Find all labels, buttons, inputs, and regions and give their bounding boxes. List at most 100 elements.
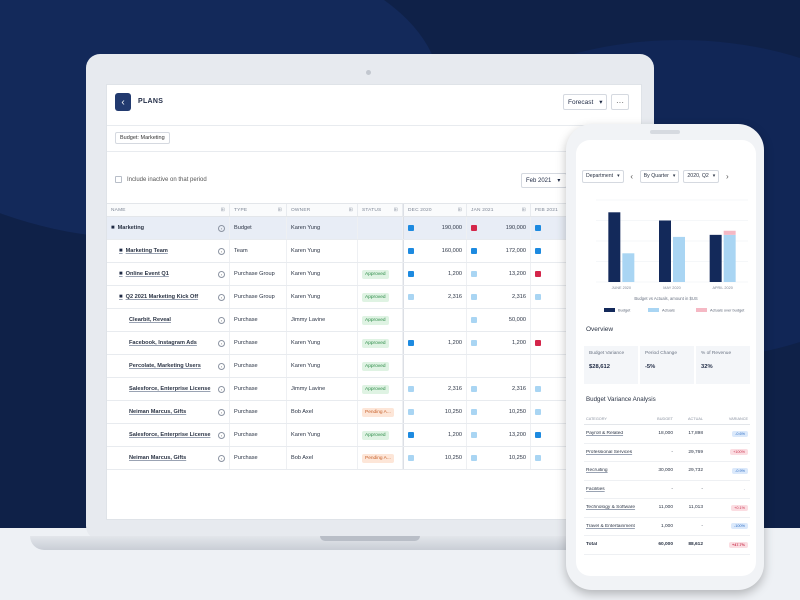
- table-row[interactable]: ■ Marketing › Budget Karen Yung 190,000 1…: [107, 217, 641, 240]
- jan-cell[interactable]: 13,200: [467, 424, 531, 446]
- dec-cell[interactable]: 1,200: [403, 332, 467, 354]
- name-link[interactable]: Neiman Marcus, Gifts: [111, 409, 186, 415]
- column-menu-icon[interactable]: ⊞: [348, 207, 353, 213]
- bva-row[interactable]: Total 60,000 88,612 +47.7%: [584, 536, 750, 555]
- table-row[interactable]: ■ Q2 2021 Marketing Kick Off › Purchase G…: [107, 286, 641, 309]
- column-header-owner[interactable]: OWNER ⊞: [287, 204, 358, 216]
- name-link[interactable]: Neiman Marcus, Gifts: [111, 455, 186, 461]
- bva-row[interactable]: Recruiting 30,000 29,732 -0.9%: [584, 462, 750, 481]
- table-row[interactable]: ■ Marketing Team › Team Karen Yung 160,00…: [107, 240, 641, 263]
- dec-cell[interactable]: [403, 355, 467, 377]
- feb-cell[interactable]: [531, 286, 641, 308]
- name-cell[interactable]: Neiman Marcus, Gifts ›: [107, 401, 230, 423]
- column-header-jan[interactable]: JAN 2021 ⊞: [467, 204, 531, 216]
- name-cell[interactable]: Neiman Marcus, Gifts ›: [107, 447, 230, 469]
- name-link[interactable]: Percolate, Marketing Users: [111, 363, 201, 369]
- actuals-bar[interactable]: [673, 236, 685, 282]
- column-header-status[interactable]: STATUS ⊞: [358, 204, 403, 216]
- dec-cell[interactable]: 2,316: [403, 378, 467, 400]
- actuals-bar[interactable]: [622, 253, 635, 282]
- column-header-name[interactable]: NAME ⊞: [107, 204, 230, 216]
- feb-cell[interactable]: [531, 378, 641, 400]
- name-link[interactable]: Salesforce, Enterprise License: [111, 432, 210, 438]
- table-row[interactable]: Salesforce, Enterprise License › Purchas…: [107, 378, 641, 401]
- jan-cell[interactable]: 172,000: [467, 240, 531, 262]
- column-menu-icon[interactable]: ⊞: [277, 207, 282, 213]
- jan-cell[interactable]: 190,000: [467, 217, 531, 239]
- row-info-icon[interactable]: ›: [218, 339, 225, 347]
- column-menu-icon[interactable]: ⊞: [521, 207, 526, 213]
- name-link[interactable]: Facebook, Instagram Ads: [111, 340, 197, 346]
- dec-cell[interactable]: [403, 309, 467, 331]
- column-menu-icon[interactable]: ⊞: [457, 207, 462, 213]
- dec-cell[interactable]: 10,250: [403, 401, 467, 423]
- feb-cell[interactable]: [531, 401, 641, 423]
- column-header-type[interactable]: TYPE ⊞: [230, 204, 287, 216]
- budget-bar[interactable]: [709, 234, 722, 282]
- feb-cell[interactable]: [531, 240, 641, 262]
- name-cell[interactable]: Facebook, Instagram Ads ›: [107, 332, 230, 354]
- budget-filter-chip[interactable]: Budget: Marketing: [115, 132, 170, 144]
- name-cell[interactable]: Salesforce, Enterprise License ›: [107, 378, 230, 400]
- bva-row[interactable]: Payroll & Related 18,000 17,898 -0.6%: [584, 425, 750, 444]
- jan-cell[interactable]: [467, 355, 531, 377]
- row-info-icon[interactable]: ›: [218, 316, 225, 324]
- jan-cell[interactable]: 10,250: [467, 401, 531, 423]
- column-menu-icon[interactable]: ⊞: [393, 207, 398, 213]
- period-type-select[interactable]: By Quarter ▾: [639, 169, 680, 183]
- bva-row[interactable]: Technology & Software 11,000 11,013 +0.1…: [584, 499, 750, 518]
- row-info-icon[interactable]: ›: [218, 270, 225, 278]
- include-inactive-checkbox[interactable]: [115, 176, 122, 183]
- include-inactive-toggle[interactable]: Include inactive on that period: [115, 176, 207, 183]
- column-menu-icon[interactable]: ⊞: [220, 207, 225, 213]
- table-row[interactable]: Neiman Marcus, Gifts › Purchase Bob Axel…: [107, 401, 641, 424]
- feb-cell[interactable]: [531, 447, 641, 469]
- row-info-icon[interactable]: ›: [218, 293, 225, 301]
- name-link[interactable]: Salesforce, Enterprise License: [111, 386, 210, 392]
- actuals-bar[interactable]: [723, 234, 736, 282]
- name-cell[interactable]: ■ Q2 2021 Marketing Kick Off ›: [107, 286, 230, 308]
- group-select[interactable]: Department ▾: [582, 169, 624, 183]
- back-button[interactable]: ‹: [115, 93, 131, 111]
- jan-cell[interactable]: 13,200: [467, 263, 531, 285]
- jan-cell[interactable]: 2,316: [467, 378, 531, 400]
- column-header-dec[interactable]: DEC 2020 ⊞: [403, 204, 467, 216]
- row-info-icon[interactable]: ›: [218, 431, 225, 439]
- row-info-icon[interactable]: ›: [218, 224, 225, 232]
- period-select[interactable]: Feb 2021 ▾: [521, 173, 567, 188]
- chevron-right-icon[interactable]: ›: [726, 171, 729, 181]
- quarter-select[interactable]: 2020, Q2 ▾: [683, 169, 720, 183]
- chevron-left-icon[interactable]: ‹: [630, 171, 634, 181]
- dec-cell[interactable]: 1,200: [403, 424, 467, 446]
- name-link[interactable]: ■ Marketing: [111, 225, 144, 231]
- table-row[interactable]: ■ Online Event Q1 › Purchase Group Karen …: [107, 263, 641, 286]
- actuals-over-budget-bar[interactable]: [723, 230, 736, 235]
- jan-cell[interactable]: 10,250: [467, 447, 531, 469]
- jan-cell[interactable]: 2,316: [467, 286, 531, 308]
- name-link[interactable]: Clearbit, Reveal: [111, 317, 171, 323]
- more-options-button[interactable]: ···: [611, 94, 629, 110]
- table-row[interactable]: Percolate, Marketing Users › Purchase Ka…: [107, 355, 641, 378]
- bva-row[interactable]: Facilities - - -: [584, 481, 750, 499]
- jan-cell[interactable]: 1,200: [467, 332, 531, 354]
- name-cell[interactable]: Clearbit, Reveal ›: [107, 309, 230, 331]
- name-link[interactable]: ■ Marketing Team: [111, 248, 168, 254]
- dec-cell[interactable]: 1,200: [403, 263, 467, 285]
- budget-bar[interactable]: [608, 212, 621, 282]
- row-info-icon[interactable]: ›: [218, 247, 225, 255]
- dec-cell[interactable]: 2,316: [403, 286, 467, 308]
- feb-cell[interactable]: [531, 263, 641, 285]
- name-link[interactable]: ■ Online Event Q1: [111, 271, 169, 277]
- budget-bar[interactable]: [659, 220, 671, 283]
- jan-cell[interactable]: 50,000: [467, 309, 531, 331]
- dec-cell[interactable]: 10,250: [403, 447, 467, 469]
- name-cell[interactable]: ■ Marketing Team ›: [107, 240, 230, 262]
- name-cell[interactable]: Percolate, Marketing Users ›: [107, 355, 230, 377]
- feb-cell[interactable]: [531, 332, 641, 354]
- name-link[interactable]: ■ Q2 2021 Marketing Kick Off: [111, 294, 198, 300]
- view-select[interactable]: Forecast ▾: [563, 94, 607, 110]
- feb-cell[interactable]: [531, 424, 641, 446]
- row-info-icon[interactable]: ›: [218, 408, 225, 416]
- bva-row[interactable]: Professional Services - 29,769 +100%: [584, 444, 750, 462]
- row-info-icon[interactable]: ›: [218, 385, 225, 393]
